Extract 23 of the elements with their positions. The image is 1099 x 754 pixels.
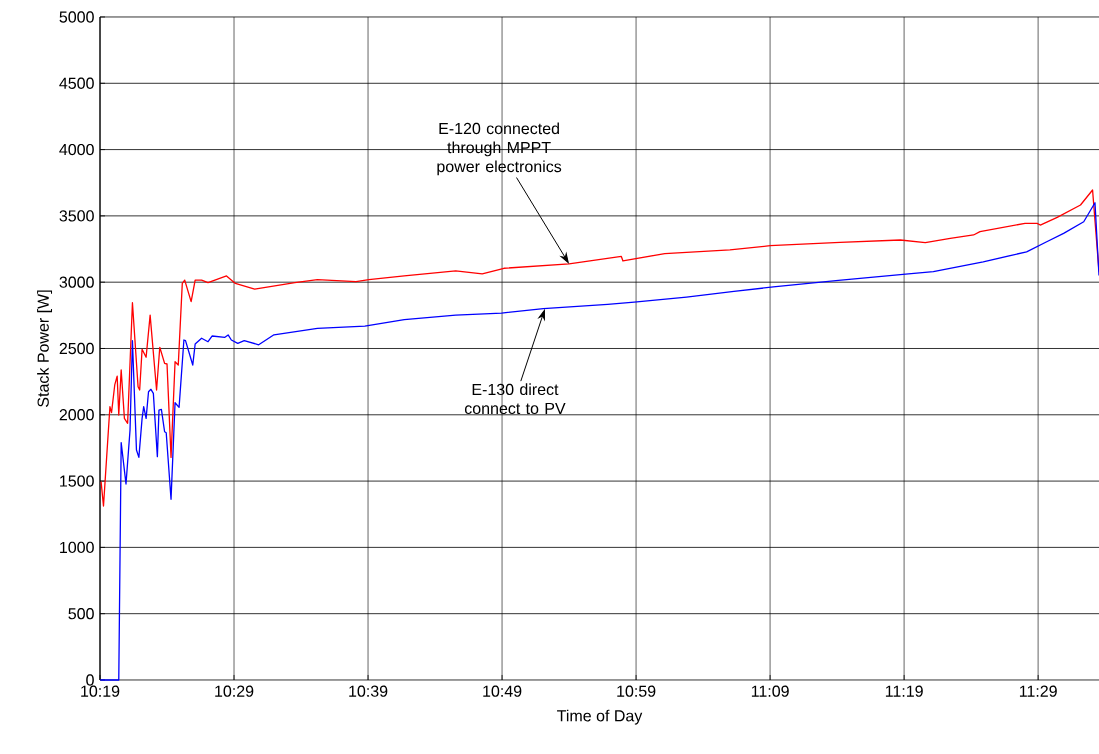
- x-tick-label: 11:09: [751, 685, 789, 697]
- annotation: E-130 direct connect to PV: [464, 383, 566, 415]
- y-axis-title: Stack Power [W]: [37, 290, 53, 407]
- y-tick-label: 2000: [59, 409, 94, 421]
- y-tick-label: 1000: [60, 541, 94, 554]
- line-series: [100, 189, 1099, 507]
- x-tick-label: 10:29: [215, 685, 254, 697]
- x-axis-title: Time of Day: [557, 709, 643, 725]
- y-tick-label: 3000: [59, 276, 94, 288]
- y-tick-label: 2500: [59, 342, 94, 355]
- y-tick-label: 5000: [59, 11, 94, 23]
- y-tick-label: 4000: [59, 143, 94, 156]
- y-tick-label: 0: [86, 674, 94, 686]
- x-tick-label: 10:59: [617, 685, 656, 697]
- x-tick-label: 11:19: [885, 685, 923, 697]
- x-tick-label: 10:39: [349, 685, 388, 697]
- y-tick-label: 3500: [59, 210, 94, 222]
- x-tick-label: 11:29: [1019, 685, 1057, 697]
- y-tick-label: 4500: [59, 77, 94, 89]
- y-tick-label: 500: [68, 608, 94, 620]
- y-tick-label: 1500: [60, 475, 94, 487]
- x-tick-label: 10:19: [81, 685, 120, 697]
- x-tick-label: 10:49: [483, 685, 522, 697]
